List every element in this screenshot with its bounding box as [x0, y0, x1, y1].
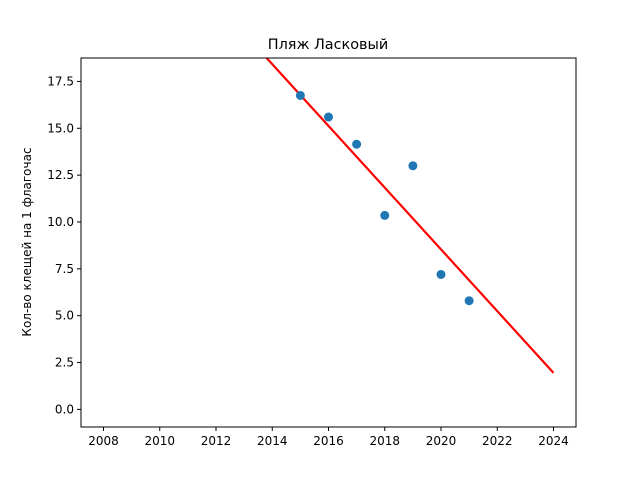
y-axis-label: Кол-во клещей на 1 флагочас [20, 147, 34, 336]
y-tick-label-0: 0.0 [55, 402, 74, 416]
x-tick-label-2014: 2014 [257, 434, 288, 448]
plot-area: 2008 2010 2012 2014 2016 2018 2020 2022 2024 0.0 2… [47, 57, 577, 448]
data-point-2015 [295, 90, 305, 100]
x-tick-label-2016: 2016 [313, 434, 344, 448]
data-point-2020 [436, 269, 446, 279]
y-tick-label-2.5: 2.5 [55, 356, 74, 370]
x-tick-label-2024: 2024 [538, 434, 569, 448]
y-tick-label-5: 5.0 [55, 309, 74, 323]
data-point-2017 [352, 139, 362, 149]
data-point-2016 [324, 112, 333, 122]
y-tick-label-10: 10.0 [47, 215, 74, 229]
data-point-2018 [380, 210, 390, 220]
x-tick-label-2020: 2020 [426, 434, 457, 448]
trend-line [265, 58, 555, 374]
x-tick-label-2018: 2018 [369, 434, 400, 448]
y-tick-label-15: 15.0 [47, 121, 74, 135]
y-tick-label-7.5: 7.5 [55, 262, 74, 276]
x-tick-label-2010: 2010 [144, 434, 175, 448]
data-point-2019 [408, 161, 418, 171]
x-tick-label-2012: 2012 [201, 434, 232, 448]
x-tick-label-2008: 2008 [88, 434, 119, 448]
x-tick-label-2022: 2022 [482, 434, 513, 448]
chart-title: Пляж Ласковый [268, 37, 388, 53]
y-tick-label-12.5: 12.5 [47, 168, 74, 182]
y-tick-label-17.5: 17.5 [47, 74, 74, 88]
data-point-2021 [464, 296, 474, 306]
